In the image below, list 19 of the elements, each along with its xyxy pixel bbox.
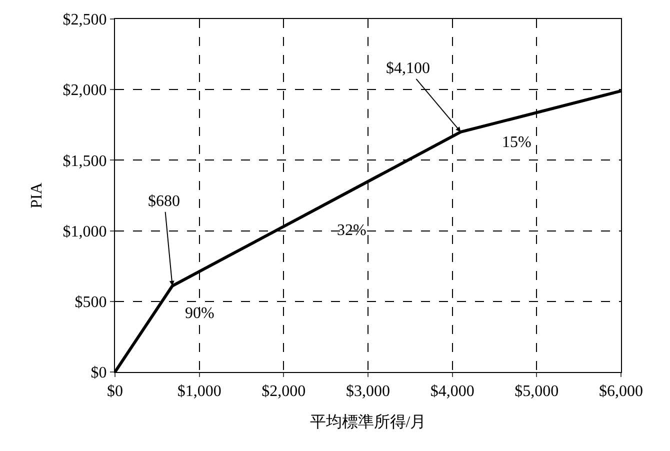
x-tick-label: $2,000 <box>262 383 306 400</box>
y-tick-label: $1,000 <box>62 223 107 240</box>
x-tick-label: $1,000 <box>177 383 222 400</box>
annotation: $680 <box>148 193 180 210</box>
x-tick-label: $5,000 <box>514 383 559 400</box>
y-tick-label: $500 <box>74 294 107 311</box>
x-tick-label: $3,000 <box>346 383 390 400</box>
x-tick-label: $6,000 <box>599 383 643 400</box>
x-tick-label: $0 <box>107 383 123 400</box>
annotation: $4,100 <box>386 60 430 77</box>
y-axis-title: PIA <box>28 182 46 208</box>
y-tick-label: $2,000 <box>62 82 107 100</box>
x-axis-title: 平均標準所得/月 <box>310 412 426 431</box>
y-tick-label: $0 <box>90 364 107 382</box>
annotation: 32% <box>337 222 366 239</box>
y-tick-label: $2,500 <box>62 12 107 29</box>
y-tick-label: $1,500 <box>62 152 107 170</box>
x-tick-label: $4,000 <box>430 383 474 400</box>
annotation: 15% <box>502 134 532 151</box>
